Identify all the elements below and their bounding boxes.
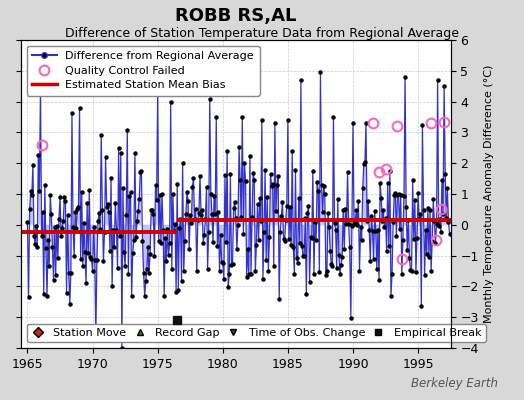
- Legend: Station Move, Record Gap, Time of Obs. Change, Empirical Break: Station Move, Record Gap, Time of Obs. C…: [27, 324, 486, 342]
- Y-axis label: Monthly Temperature Anomaly Difference (°C): Monthly Temperature Anomaly Difference (…: [484, 65, 494, 323]
- Title: ROBB RS,AL: ROBB RS,AL: [175, 6, 297, 24]
- Text: Berkeley Earth: Berkeley Earth: [411, 377, 498, 390]
- Text: Difference of Station Temperature Data from Regional Average: Difference of Station Temperature Data f…: [65, 28, 459, 40]
